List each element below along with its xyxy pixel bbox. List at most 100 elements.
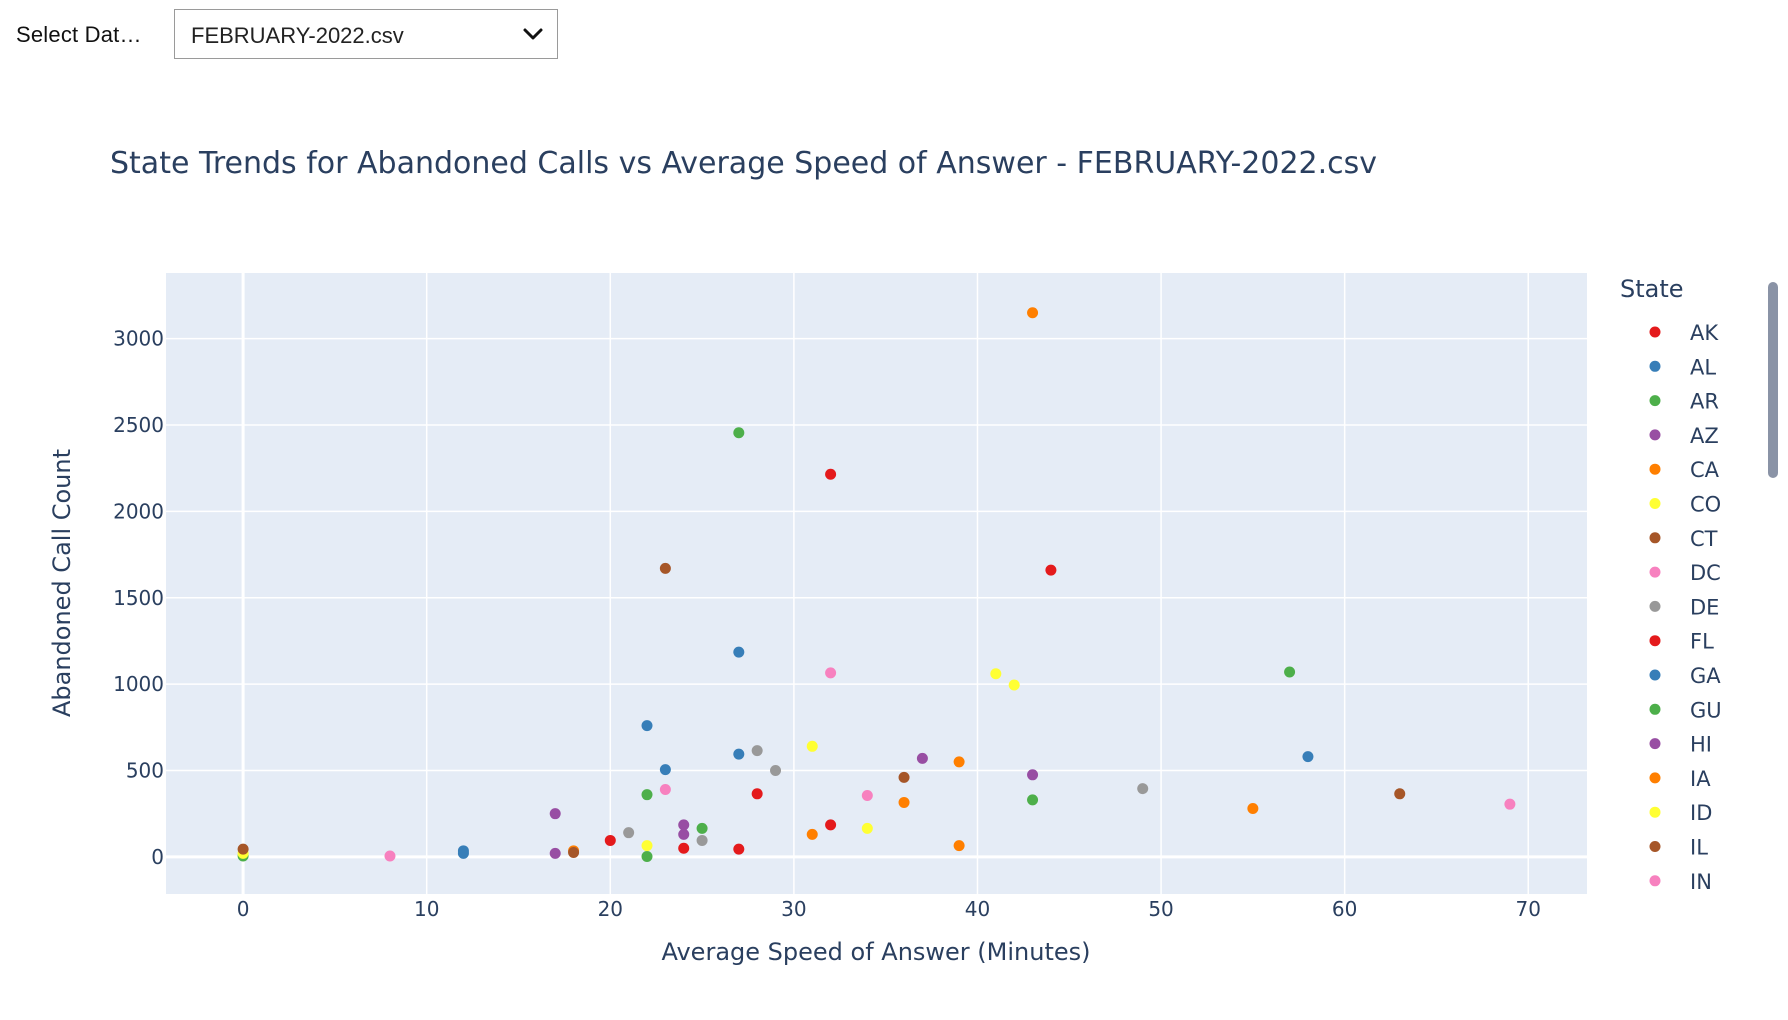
data-point[interactable] (1504, 798, 1516, 810)
legend-marker (1649, 463, 1661, 475)
data-point[interactable] (641, 851, 653, 863)
data-point[interactable] (1045, 564, 1057, 576)
data-point[interactable] (641, 789, 653, 801)
data-point[interactable] (733, 843, 745, 855)
legend-item-label[interactable]: CO (1690, 493, 1721, 517)
data-point[interactable] (733, 748, 745, 760)
legend-marker (1649, 360, 1661, 372)
data-point[interactable] (990, 668, 1002, 680)
data-point[interactable] (641, 720, 653, 732)
data-point[interactable] (678, 819, 690, 831)
legend-item-label[interactable]: GU (1690, 698, 1722, 722)
data-point[interactable] (549, 847, 561, 859)
plot-area[interactable] (166, 273, 1587, 894)
chart-title: State Trends for Abandoned Calls vs Aver… (110, 146, 1377, 181)
legend-item-label[interactable]: IN (1690, 870, 1712, 894)
dataset-select-value: FEBRUARY-2022.csv (191, 23, 404, 48)
data-point[interactable] (806, 740, 818, 752)
data-point[interactable] (384, 850, 396, 862)
legend-marker (1649, 841, 1661, 852)
x-tick-label: 30 (781, 897, 806, 921)
data-point[interactable] (751, 788, 763, 800)
data-point[interactable] (733, 427, 745, 439)
gridlines (166, 273, 1587, 894)
legend-item-label[interactable]: ID (1690, 801, 1712, 825)
data-point[interactable] (696, 834, 708, 846)
dataset-select[interactable]: FEBRUARY-2022.csv (174, 9, 558, 59)
data-point[interactable] (549, 808, 561, 820)
data-point[interactable] (1302, 751, 1314, 763)
legend-marker (1649, 669, 1661, 681)
data-point[interactable] (953, 840, 965, 852)
legend-item-label[interactable]: CT (1690, 527, 1718, 551)
data-point[interactable] (604, 834, 616, 846)
y-tick-label: 0 (151, 845, 164, 869)
data-point[interactable] (696, 822, 708, 834)
legend-item-label[interactable]: IA (1690, 767, 1711, 791)
data-point[interactable] (1247, 802, 1259, 814)
legend-item-label[interactable]: DC (1690, 561, 1721, 585)
data-point[interactable] (1008, 679, 1020, 691)
data-point[interactable] (916, 752, 928, 764)
data-point[interactable] (825, 667, 837, 679)
data-point[interactable] (751, 745, 763, 757)
legend-marker (1649, 772, 1661, 784)
data-point[interactable] (806, 828, 818, 840)
legend-item-label[interactable]: AK (1690, 321, 1719, 345)
legend: AK AL AR AZ CA CO CT DC DE FL GA GU HI IA ID IL IN (1649, 321, 1722, 894)
data-point[interactable] (861, 822, 873, 834)
legend-item-label[interactable]: GA (1690, 664, 1721, 688)
data-point[interactable] (659, 764, 671, 776)
data-point[interactable] (770, 764, 782, 776)
legend-item-label[interactable]: FL (1690, 630, 1714, 654)
data-point[interactable] (641, 840, 653, 852)
data-point[interactable] (623, 827, 635, 839)
legend-title: State (1620, 275, 1684, 303)
legend-item-label[interactable]: AL (1690, 355, 1716, 379)
data-point[interactable] (1137, 783, 1149, 795)
select-dataset-label: Select Dat… (16, 22, 142, 47)
data-point[interactable] (1027, 769, 1039, 781)
legend-item-label[interactable]: HI (1690, 733, 1712, 757)
toolbar: Select Dat… FEBRUARY-2022.csv (0, 0, 1788, 70)
legend-item-label[interactable]: AZ (1690, 424, 1719, 448)
data-point[interactable] (659, 783, 671, 795)
data-point[interactable] (568, 847, 580, 859)
data-point[interactable] (659, 562, 671, 574)
legend-item-label[interactable]: IL (1690, 836, 1708, 860)
x-tick-label: 60 (1332, 897, 1357, 921)
data-point[interactable] (678, 842, 690, 854)
data-point[interactable] (1284, 666, 1296, 678)
data-point[interactable] (898, 796, 910, 808)
x-axis-ticks: 0 10 20 30 40 50 60 70 (237, 897, 1541, 921)
data-point[interactable] (825, 819, 837, 831)
x-tick-label: 50 (1148, 897, 1173, 921)
legend-item-label[interactable]: CA (1690, 458, 1720, 482)
legend-marker (1649, 875, 1661, 887)
legend-marker (1649, 703, 1661, 715)
data-point[interactable] (1394, 788, 1406, 800)
y-tick-label: 2000 (113, 499, 164, 523)
data-point[interactable] (237, 843, 249, 855)
legend-marker (1649, 429, 1661, 441)
x-axis-label: Average Speed of Answer (Minutes) (661, 938, 1090, 966)
legend-scrollbar[interactable] (1768, 282, 1778, 478)
legend-item-label[interactable]: DE (1690, 595, 1719, 619)
y-tick-label: 500 (126, 758, 164, 782)
data-point[interactable] (953, 756, 965, 768)
data-point[interactable] (1027, 307, 1039, 319)
legend-marker (1649, 806, 1661, 818)
data-point[interactable] (861, 790, 873, 802)
data-point[interactable] (678, 828, 690, 840)
data-point[interactable] (898, 771, 910, 783)
legend-marker (1649, 600, 1661, 612)
legend-marker (1649, 532, 1661, 544)
legend-item-label[interactable]: AR (1690, 390, 1719, 414)
data-point[interactable] (1027, 794, 1039, 806)
data-point[interactable] (457, 847, 469, 859)
legend-marker (1649, 498, 1661, 509)
data-point[interactable] (825, 468, 837, 480)
data-point[interactable] (733, 646, 745, 658)
legend-marker (1649, 566, 1661, 578)
x-tick-label: 70 (1516, 897, 1541, 921)
